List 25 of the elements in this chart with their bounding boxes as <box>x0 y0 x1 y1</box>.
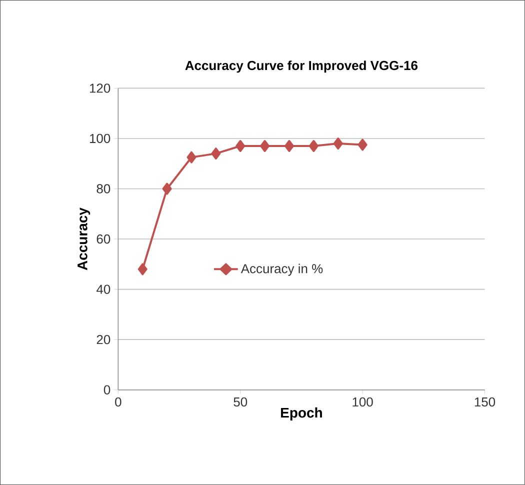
x-tick-label: 150 <box>474 397 496 407</box>
point <box>162 182 172 195</box>
point <box>358 138 368 151</box>
point <box>308 140 318 152</box>
point <box>211 148 221 160</box>
legend-label: Accuracy in % <box>240 264 323 276</box>
y-axis-title: Accuracy <box>78 208 90 270</box>
y-tick-label: 20 <box>96 334 110 344</box>
x-tick-label: 100 <box>352 397 373 407</box>
y-tick-label: 60 <box>96 234 110 244</box>
point <box>284 140 294 152</box>
point <box>186 151 196 164</box>
y-tick-label: 0 <box>104 385 110 394</box>
x-tick-label: 50 <box>234 397 248 407</box>
y-tick-label: 120 <box>90 84 110 93</box>
point <box>333 137 343 150</box>
point <box>260 140 270 152</box>
y-tick-label: 100 <box>90 134 110 144</box>
y-tick-label: 80 <box>96 184 110 194</box>
x-tick-label: 0 <box>115 397 122 407</box>
point <box>138 263 148 276</box>
chart-title: Accuracy Curve for Improved VGG-16 <box>185 60 418 73</box>
point <box>236 140 246 152</box>
x-axis-title: Epoch <box>281 407 322 420</box>
y-tick-label: 40 <box>96 284 110 294</box>
